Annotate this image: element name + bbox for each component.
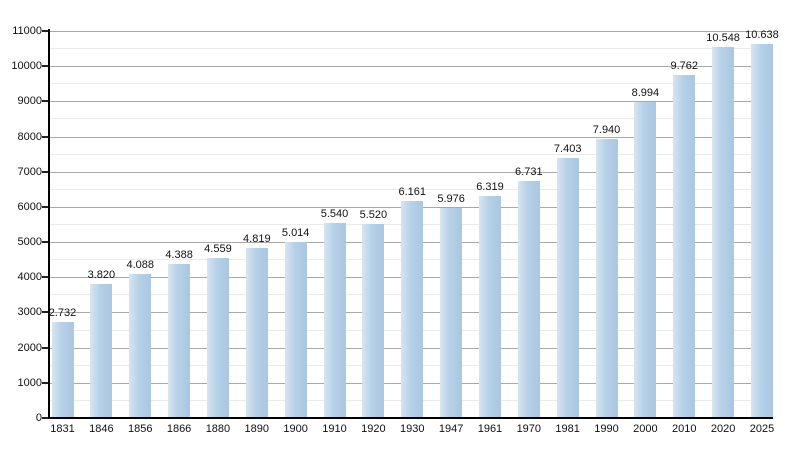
bar-1831 <box>51 321 74 418</box>
bar-1866 <box>168 263 191 418</box>
bar-value-label: 4.819 <box>243 233 271 246</box>
bar-value-label: 5.014 <box>281 226 310 239</box>
x-axis-label: 1910 <box>322 423 347 435</box>
x-axis-label: 1981 <box>555 423 580 435</box>
bar-value-label: 4.088 <box>126 259 154 272</box>
bar-1910 <box>323 223 346 418</box>
bar-value-label: 3.820 <box>87 268 116 281</box>
bar-value-label: 7.403 <box>553 142 582 155</box>
y-axis-tick <box>42 381 48 384</box>
bar-value-label: 5.540 <box>320 208 349 221</box>
y-axis-tick <box>42 276 48 279</box>
x-axis-label: 1900 <box>283 423 308 435</box>
x-axis-label: 2010 <box>672 423 697 435</box>
y-axis-label: 3000 <box>17 306 42 319</box>
bar-1846 <box>90 283 113 418</box>
bar-2020 <box>712 46 735 418</box>
x-axis-label: 1890 <box>244 423 270 435</box>
bar-value-label: 9.762 <box>670 59 699 72</box>
y-axis-label: 11000 <box>12 25 42 37</box>
x-axis-label: 1947 <box>438 423 464 435</box>
minor-gridline <box>50 118 772 120</box>
x-axis-label: 1961 <box>477 423 503 435</box>
bar-2010 <box>673 74 696 418</box>
bar-1900 <box>284 241 307 418</box>
y-axis-label: 2000 <box>17 341 42 354</box>
plot-area <box>50 31 773 418</box>
bar-1890 <box>245 248 268 418</box>
y-axis-label: 10000 <box>11 60 42 73</box>
y-axis-tick <box>42 30 48 32</box>
bar-1961 <box>478 195 501 418</box>
y-axis-tick <box>42 205 48 208</box>
y-axis-label: 7000 <box>17 165 42 178</box>
y-axis-label: 1000 <box>17 376 42 389</box>
y-axis-tick <box>42 346 48 349</box>
x-axis-label: 2000 <box>633 423 658 435</box>
bar-1930 <box>401 201 424 418</box>
bar-value-label: 6.161 <box>398 186 426 199</box>
bar-1990 <box>595 138 618 418</box>
bar-value-label: 2.732 <box>48 306 77 319</box>
x-axis-label: 1831 <box>50 423 75 435</box>
x-axis-label: 1920 <box>361 423 386 435</box>
bar-value-label: 4.388 <box>165 248 193 261</box>
y-axis-label: 0 <box>35 412 42 424</box>
y-axis-tick <box>42 241 48 244</box>
y-axis-tick <box>42 170 48 173</box>
bar-1947 <box>440 207 463 418</box>
bar-value-label: 6.731 <box>515 166 543 179</box>
x-axis-label: 1970 <box>516 423 542 435</box>
y-axis-tick <box>42 417 48 419</box>
minor-gridline <box>50 83 772 85</box>
bar-2025 <box>750 43 773 418</box>
x-axis-label: 1880 <box>205 423 231 435</box>
y-axis-label: 6000 <box>17 200 42 213</box>
bar-1970 <box>517 181 540 418</box>
y-axis-tick <box>42 100 48 103</box>
minor-gridline <box>50 153 772 155</box>
bar-1856 <box>129 274 152 418</box>
bar-1981 <box>556 157 579 418</box>
major-gridline <box>50 136 772 138</box>
y-axis <box>48 29 50 418</box>
bar-value-label: 5.976 <box>437 192 465 205</box>
bar-1920 <box>362 223 385 418</box>
major-gridline <box>50 171 772 173</box>
x-axis <box>47 417 773 419</box>
x-axis-label: 1856 <box>127 423 153 435</box>
y-axis-label: 9000 <box>17 95 42 108</box>
y-axis-tick <box>42 65 48 68</box>
y-axis-label: 4000 <box>17 271 42 284</box>
bar-1880 <box>206 257 229 418</box>
x-axis-label: 1846 <box>89 423 114 435</box>
y-axis-tick <box>42 311 48 314</box>
bar-value-label: 7.940 <box>592 123 621 136</box>
major-gridline <box>50 101 772 103</box>
bar-2000 <box>634 101 657 418</box>
bar-value-label: 6.319 <box>476 180 504 193</box>
x-axis-label: 1990 <box>594 423 619 435</box>
major-gridline <box>50 66 772 68</box>
x-axis-label: 2020 <box>710 423 736 435</box>
bar-value-label: 5.520 <box>359 208 388 221</box>
bar-value-label: 10.638 <box>745 28 779 41</box>
x-axis-label: 1866 <box>166 423 192 435</box>
x-axis-label: 1930 <box>399 423 425 435</box>
y-axis-label: 8000 <box>17 130 42 143</box>
x-axis-label: 2025 <box>749 423 775 435</box>
y-axis-tick <box>42 135 48 138</box>
bar-value-label: 10.548 <box>706 31 740 44</box>
major-gridline <box>50 31 772 32</box>
y-axis-label: 5000 <box>17 236 42 249</box>
minor-gridline <box>50 48 772 50</box>
bar-value-label: 4.559 <box>204 242 232 255</box>
bar-value-label: 8.994 <box>631 86 660 99</box>
minor-gridline <box>50 188 772 190</box>
